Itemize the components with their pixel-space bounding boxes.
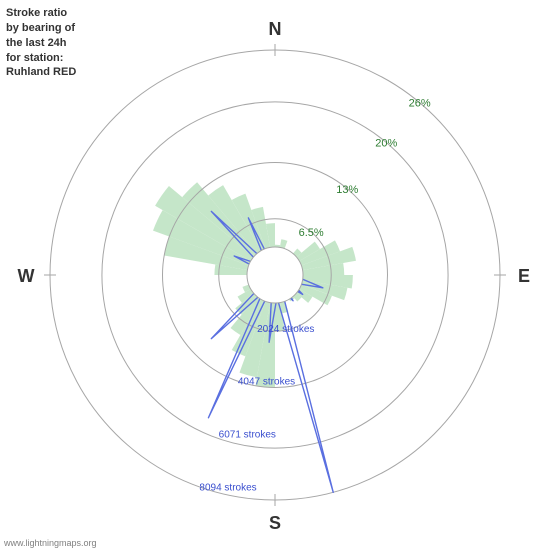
- polar-chart: N E S W 6.5% 13% 20% 26% 2024 strokes 4047 stroke…: [0, 0, 550, 550]
- center-hole-circle: [247, 247, 303, 303]
- ring-percent-label: 20%: [375, 137, 397, 149]
- stroke-count-label: 2024 strokes: [257, 324, 314, 335]
- cardinal-S: S: [269, 513, 281, 533]
- stroke-count-label: 8094 strokes: [199, 482, 256, 493]
- cardinal-W: W: [18, 266, 35, 286]
- stroke-count-label: 4047 strokes: [238, 377, 295, 388]
- stroke-count-label: 6071 strokes: [219, 430, 276, 441]
- ring-percent-label: 6.5%: [299, 227, 324, 239]
- ring-percent-label: 26%: [409, 98, 431, 110]
- center-hole: [247, 247, 303, 303]
- ring-percent-label: 13%: [336, 184, 358, 196]
- cardinal-N: N: [269, 19, 282, 39]
- cardinal-E: E: [518, 266, 530, 286]
